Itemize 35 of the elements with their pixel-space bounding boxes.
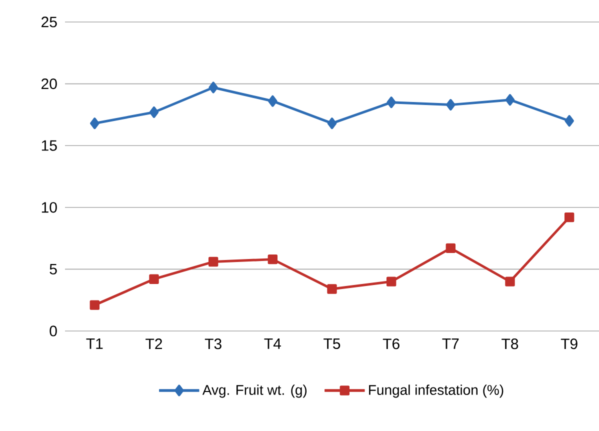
y-tick-label: 25 [42,16,57,28]
point [268,254,278,264]
x-tick-label: T9 [560,338,578,350]
x-tick-label: T4 [264,338,281,349]
point [386,276,396,286]
point [90,300,100,310]
point [327,118,337,130]
point [505,276,515,286]
point [564,115,574,127]
y-tick-label: 5 [50,264,57,274]
point [208,256,218,267]
legend-label: Avg. Fruit wt. (g) [202,384,307,398]
x-tick-label: T3 [204,338,222,350]
point [446,243,456,254]
point [149,106,159,118]
point [505,94,515,106]
point [446,99,456,111]
x-tick-label: T5 [324,338,340,349]
point [149,274,159,284]
point [327,284,337,294]
y-tick-label: 15 [42,140,57,151]
legend-label: Fungal infestation (%) [369,384,504,398]
point [208,82,218,94]
point [386,96,396,108]
x-tick-label: T7 [442,338,459,349]
y-tick-label: 0 [50,326,57,336]
y-tick-label: 10 [42,202,57,213]
x-tick-label: T2 [146,338,162,350]
y-tick-label: 20 [42,78,57,90]
x-tick-label: T1 [86,338,103,349]
point [90,118,100,130]
point [268,95,278,107]
x-tick-label: T6 [382,338,400,350]
point [564,212,574,222]
x-tick-label: T8 [502,338,518,350]
